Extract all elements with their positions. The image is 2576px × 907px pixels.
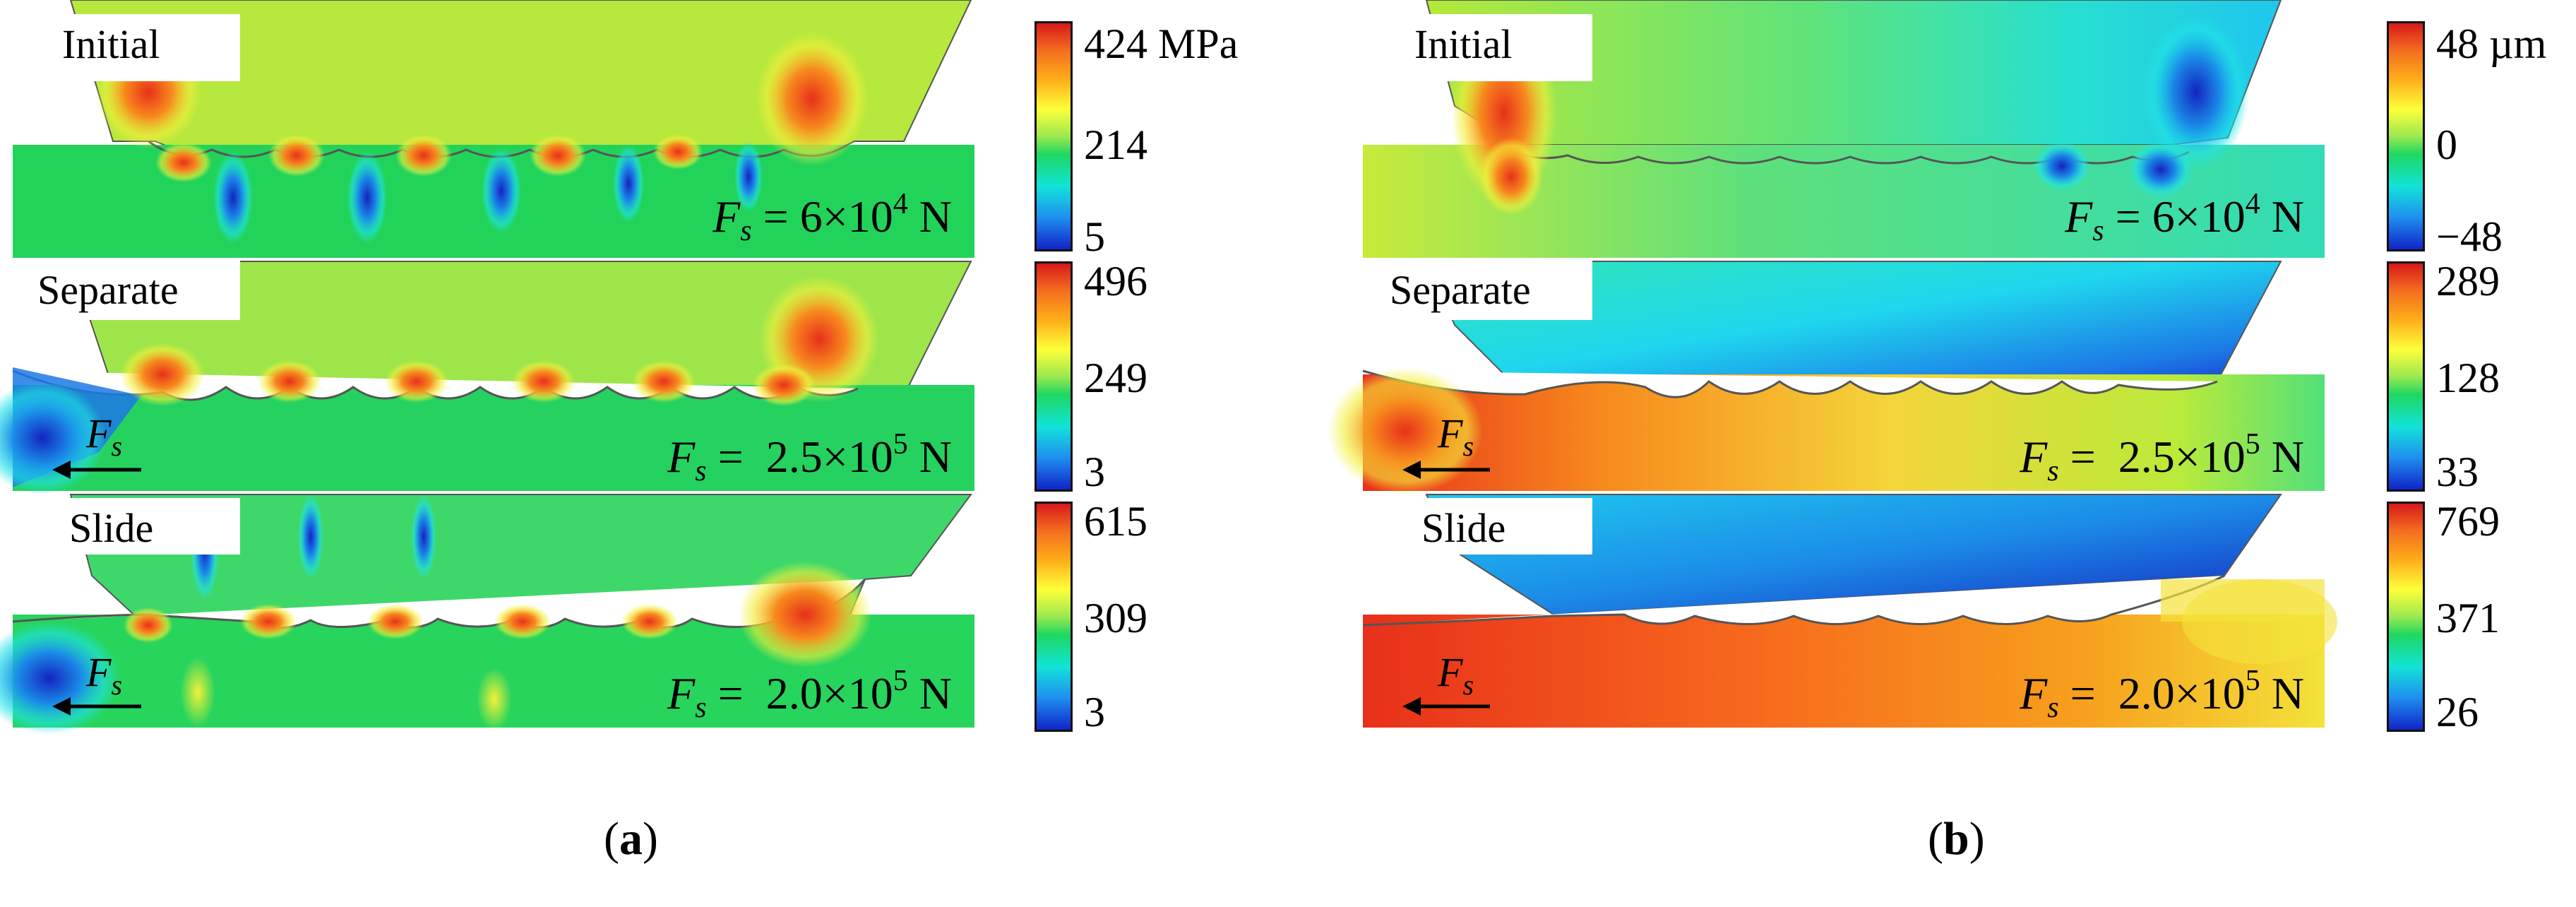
colorbar-b-row2 bbox=[2387, 261, 2425, 492]
force-annotation-a-row3: Fs = 2.0×105 N bbox=[667, 665, 952, 724]
colorbar-b-row3-max: 769 bbox=[2436, 498, 2500, 545]
force-arrow-b-row2 bbox=[1402, 461, 1490, 479]
stage-label-b-slide: Slide bbox=[1409, 498, 1592, 555]
panel-a-row3-stress-map bbox=[0, 494, 974, 735]
colorbar-a-row1-max: 424 MPa bbox=[1084, 20, 1239, 67]
arrow-label-a-row3: Fs bbox=[86, 649, 123, 701]
caption-b: (b) bbox=[1928, 813, 1985, 865]
colorbar-a-row1-min: 5 bbox=[1084, 213, 1105, 260]
colorbar-a-row2-mid: 249 bbox=[1084, 355, 1147, 401]
colorbar-a-row2 bbox=[1034, 261, 1073, 492]
caption-a: (a) bbox=[604, 813, 658, 865]
colorbar-b-row1-min: −48 bbox=[2436, 213, 2503, 260]
colorbar-b-row2-max: 289 bbox=[2436, 258, 2500, 304]
stage-label-b-initial: Initial bbox=[1402, 14, 1592, 81]
force-annotation-b-row1: Fs = 6×104 N bbox=[2065, 188, 2304, 247]
stage-label-b-separate: Separate bbox=[1377, 260, 1592, 320]
colorbar-a-row3 bbox=[1034, 502, 1073, 732]
arrow-label-b-row3: Fs bbox=[1438, 649, 1474, 701]
colorbar-a-row1-mid: 214 bbox=[1084, 121, 1147, 168]
colorbar-b-row1-max: 48 µm bbox=[2436, 20, 2547, 67]
colorbar-a-row3-max: 615 bbox=[1084, 498, 1147, 545]
stage-label-a-separate: Separate bbox=[25, 260, 240, 320]
panel-a-row1-stress-map bbox=[13, 0, 974, 258]
colorbar-a-row2-max: 496 bbox=[1084, 258, 1147, 304]
colorbar-b-row2-min: 33 bbox=[2436, 449, 2479, 495]
panel-b-row2-displacement-map bbox=[1328, 261, 2325, 494]
arrow-label-a-row2: Fs bbox=[86, 410, 123, 462]
force-arrow-b-row3 bbox=[1402, 697, 1490, 716]
force-annotation-b-row2: Fs = 2.5×105 N bbox=[2020, 428, 2304, 487]
colorbar-b-row1-mid: 0 bbox=[2436, 121, 2457, 168]
force-annotation-a-row1: Fs = 6×104 N bbox=[712, 188, 952, 247]
colorbar-a-row3-mid: 309 bbox=[1084, 595, 1147, 641]
force-annotation-b-row3: Fs = 2.0×105 N bbox=[2020, 665, 2304, 724]
colorbar-b-row3-min: 26 bbox=[2436, 689, 2479, 735]
force-arrow-a-row2 bbox=[52, 461, 141, 479]
colorbar-a-row3-min: 3 bbox=[1084, 689, 1105, 735]
panel-a-row2-stress-map bbox=[0, 261, 974, 494]
stage-label-a-initial: Initial bbox=[49, 14, 240, 81]
colorbar-b-row3 bbox=[2387, 502, 2425, 732]
force-arrow-a-row3 bbox=[52, 697, 141, 716]
colorbar-b-row1 bbox=[2387, 21, 2425, 251]
stage-label-a-slide: Slide bbox=[56, 498, 240, 555]
colorbar-b-row2-mid: 128 bbox=[2436, 355, 2500, 401]
force-annotation-a-row2: Fs = 2.5×105 N bbox=[667, 428, 952, 487]
colorbar-a-row1 bbox=[1034, 21, 1073, 251]
colorbar-a-row2-min: 3 bbox=[1084, 449, 1105, 495]
colorbar-b-row3-mid: 371 bbox=[2436, 595, 2500, 641]
arrow-label-b-row2: Fs bbox=[1438, 410, 1474, 462]
